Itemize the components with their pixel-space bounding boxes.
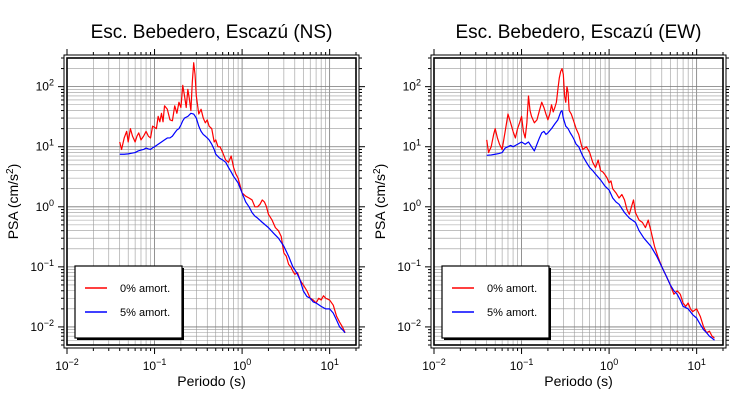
x-tick-label: 10−2 <box>55 357 79 373</box>
legend: 0% amort. 5% amort. <box>74 265 184 340</box>
y-tick-label: 100 <box>403 198 421 214</box>
legend-label-1: 5% amort. <box>120 307 170 319</box>
x-tick-label: 10−2 <box>422 357 446 373</box>
x-axis-label: Periodo (s) <box>544 373 612 389</box>
y-tick-label: 10−1 <box>30 258 54 274</box>
plot-frame <box>433 57 724 346</box>
x-axis-label: Periodo (s) <box>177 373 245 389</box>
axis-ticks: 10−2 10−1 100 101 10−2 10−1 100 101 102 <box>30 49 365 373</box>
y-tick-label: 101 <box>36 138 54 154</box>
legend-label-1: 5% amort. <box>487 307 537 319</box>
legend-box <box>441 265 550 339</box>
x-tick-label: 10−1 <box>143 357 167 373</box>
y-tick-label: 102 <box>403 78 421 94</box>
series-line-1 <box>486 109 715 341</box>
legend-label-0: 0% amort. <box>487 283 537 295</box>
y-tick-label: 10−2 <box>30 318 54 334</box>
y-tick-label: 102 <box>36 78 54 94</box>
y-axis-label: PSA (cm/s2) <box>372 164 388 240</box>
chart-title: Esc. Bebedero, Escazú (EW) <box>455 22 701 43</box>
y-axis-label: PSA (cm/s2) <box>5 164 21 240</box>
grid-lines <box>66 57 357 346</box>
legend-box <box>74 265 183 339</box>
y-tick-label: 10−2 <box>397 318 421 334</box>
series-line-1 <box>119 112 346 334</box>
y-tick-label: 101 <box>403 138 421 154</box>
chart-title: Esc. Bebedero, Escazú (NS) <box>91 22 333 43</box>
plot-frame <box>66 57 357 346</box>
x-tick-label: 101 <box>320 357 338 373</box>
series-line-0 <box>119 62 346 333</box>
axis-ticks: 10−2 10−1 100 101 10−2 10−1 100 101 102 <box>397 49 730 373</box>
x-tick-label: 10−1 <box>510 357 534 373</box>
x-tick-label: 101 <box>687 357 705 373</box>
x-tick-label: 100 <box>233 357 251 373</box>
plot-frame-outer <box>430 54 727 349</box>
y-tick-label: 100 <box>36 198 54 214</box>
chart-panel-1: 10−2 10−1 100 101 10−2 10−1 100 101 102 Esc. Bebe… <box>372 22 730 389</box>
plot-frame-outer <box>63 54 360 349</box>
chart-panel-0: 10−2 10−1 100 101 10−2 10−1 100 101 102 Esc. Bebe… <box>5 22 365 389</box>
legend-label-0: 0% amort. <box>120 283 170 295</box>
legend: 0% amort. 5% amort. <box>441 265 551 340</box>
y-tick-label: 10−1 <box>397 258 421 274</box>
x-tick-label: 100 <box>600 357 618 373</box>
